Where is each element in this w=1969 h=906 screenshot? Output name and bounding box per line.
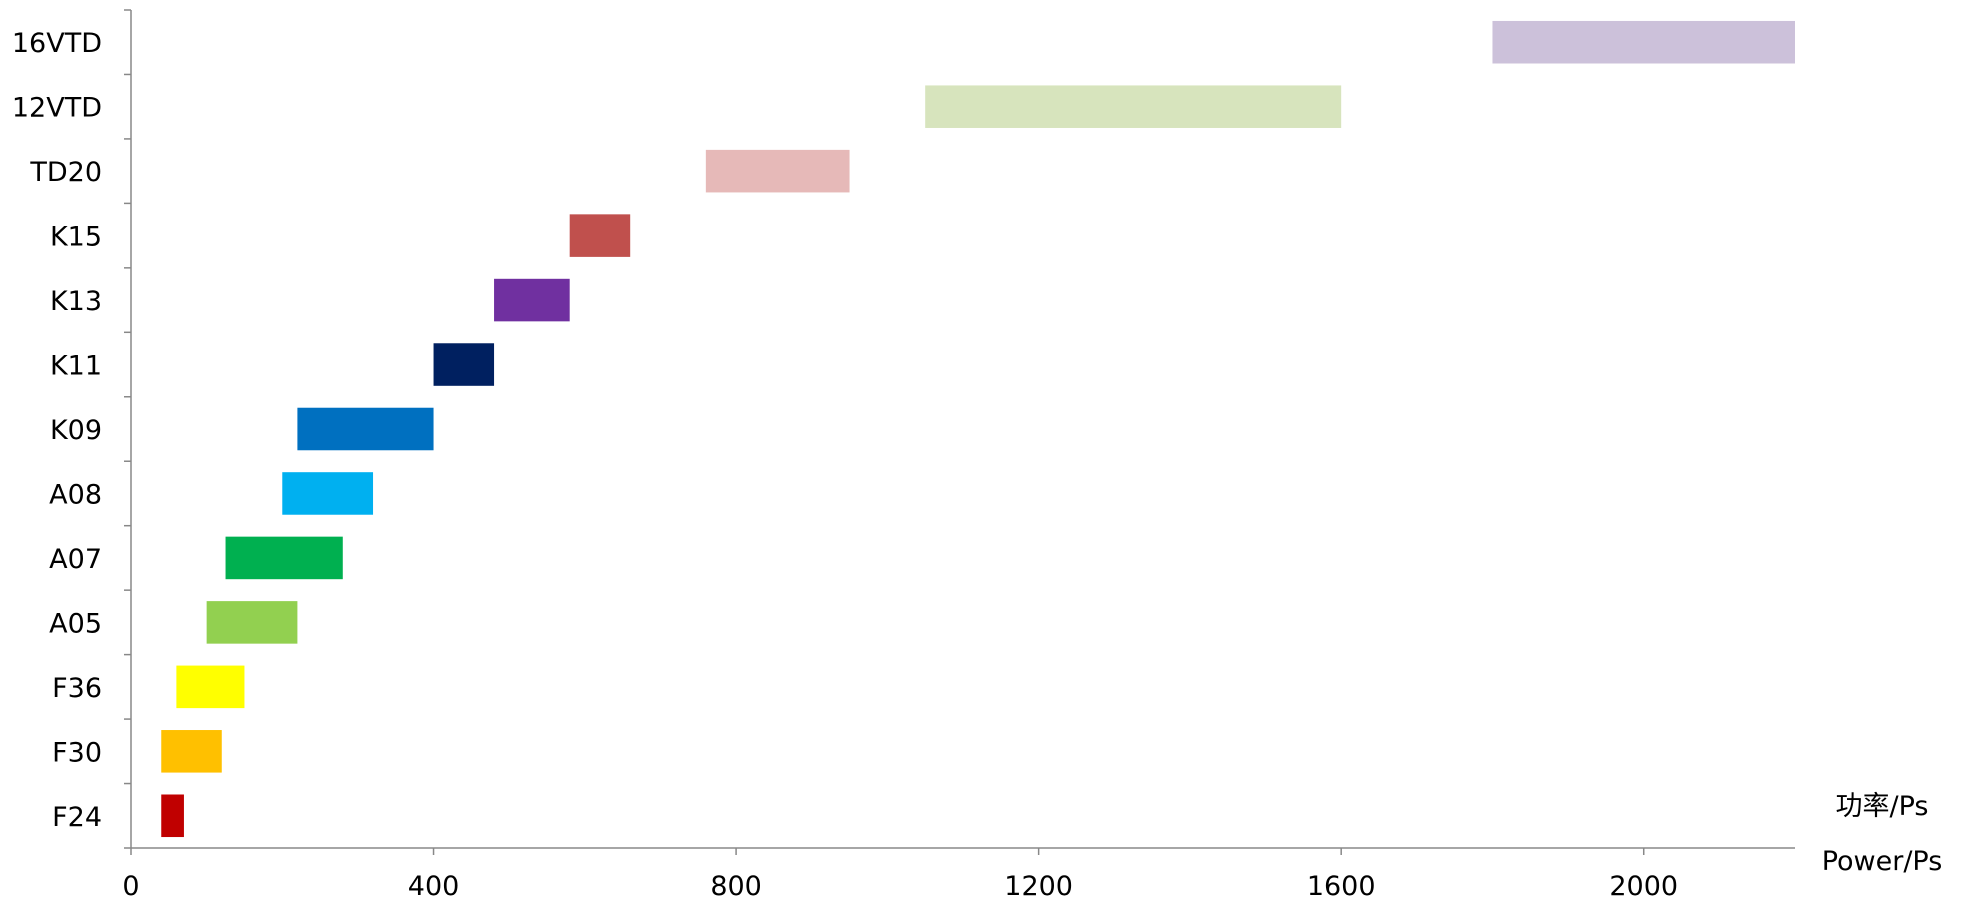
bar-k15 <box>569 214 631 257</box>
x-tick-label: 2000 <box>1609 871 1678 902</box>
category-label-12vtd: 12VTD <box>12 93 102 124</box>
x-tick-label: 1200 <box>1004 871 1073 902</box>
category-labels: F24 F30 F36 A05 A07 A08 K09 K11 K13 K15 TD20 12VTD 1… <box>12 28 102 833</box>
category-label-k15: K15 <box>50 222 102 253</box>
x-tick-label: 400 <box>408 871 460 902</box>
category-label-f24: F24 <box>52 802 102 833</box>
bar-a05 <box>206 601 298 644</box>
category-label-f36: F36 <box>52 673 102 704</box>
bar-k09 <box>297 407 434 451</box>
x-axis-title-en: Power/Ps <box>1822 846 1943 877</box>
bar-f24 <box>161 794 184 838</box>
category-label-td20: TD20 <box>29 157 102 188</box>
y-axis-ticks <box>124 9 131 849</box>
bar-16vtd <box>1492 20 1795 64</box>
x-tick-label: 0 <box>122 871 139 902</box>
bar-f30 <box>161 730 222 773</box>
x-axis-title-cn: 功率/Ps <box>1836 791 1929 822</box>
category-label-f30: F30 <box>52 737 102 768</box>
bar-k11 <box>433 343 495 386</box>
bar-td20 <box>705 149 850 193</box>
category-label-a07: A07 <box>49 544 102 575</box>
category-label-k11: K11 <box>50 351 102 382</box>
category-label-k09: K09 <box>50 415 102 446</box>
x-axis-ticks: 0 400 800 1200 1600 2000 <box>122 848 1678 902</box>
bar-a08 <box>282 472 374 515</box>
x-tick-label: 800 <box>710 871 762 902</box>
category-label-a05: A05 <box>49 608 102 639</box>
category-label-a08: A08 <box>49 479 102 510</box>
bar-k13 <box>494 278 570 322</box>
bar-f36 <box>176 665 245 709</box>
bar-a07 <box>225 536 343 580</box>
bar-group <box>161 20 1795 838</box>
category-label-k13: K13 <box>50 286 102 317</box>
category-label-16vtd: 16VTD <box>12 28 102 59</box>
bar-12vtd <box>925 85 1342 128</box>
x-tick-label: 1600 <box>1307 871 1376 902</box>
